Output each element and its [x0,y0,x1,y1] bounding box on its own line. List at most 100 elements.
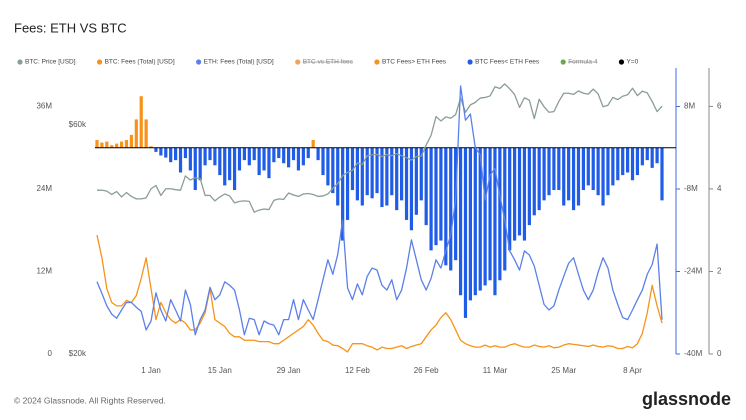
bar [439,147,443,241]
bar [429,147,433,251]
y-tick-label: 36M [36,102,52,111]
y2-tick-label: 8M [684,102,695,111]
bar [606,147,610,196]
legend-marker [467,59,473,65]
bar [414,147,418,215]
bar [591,147,595,191]
bar [478,147,482,291]
legend-label: BTC: Fees (Total) [USD] [105,59,175,66]
bar [198,147,202,181]
bar [115,143,119,148]
bar [404,147,409,220]
bar [552,147,556,191]
bar [444,147,448,266]
legend-label: BTC vs ETH fees [303,59,354,66]
chart-title: Fees: ETH VS BTC [14,20,127,35]
y-tick-label: 12M [36,267,52,276]
bar [640,147,644,166]
bar [557,147,561,191]
bar [174,147,178,161]
bar [365,147,369,196]
bar [262,147,266,171]
bar [635,147,640,176]
legend-marker [560,59,566,65]
bar [291,147,296,161]
bar [616,147,620,181]
bar [129,134,133,148]
line [96,234,663,353]
bar [100,142,104,148]
bar [188,147,192,171]
bar [449,147,453,271]
bar [232,147,237,191]
bar [517,147,522,236]
bar [542,147,546,201]
bar [562,147,566,206]
bar [621,147,625,176]
bar [380,147,384,208]
bar [223,147,227,186]
x-tick-label: 15 Jan [208,366,232,375]
legend-label: Formula 4 [568,59,598,66]
legend-label: BTC Fees< ETH Fees [475,59,540,66]
legend-label: BTC Fees> ETH Fees [382,59,447,66]
bar [360,147,364,206]
bar [316,147,320,161]
bar [247,147,251,166]
bar [95,140,99,148]
bar [134,119,138,148]
bar [400,147,404,201]
bar [355,147,359,201]
bar [493,147,497,296]
y-tick-label: 0 [48,349,53,358]
bar [350,147,355,191]
bar [468,147,472,301]
bar [611,147,615,186]
legend-marker [295,59,301,65]
bar [567,147,571,201]
bar [409,147,414,231]
y3-tick-label: $20k [69,349,87,358]
bar [139,96,143,148]
bar [375,147,379,194]
bar [601,147,605,206]
y-tick-label: 24M [36,184,52,193]
bar [626,147,630,173]
x-tick-label: 12 Feb [345,366,370,375]
legend-marker [618,59,625,65]
legend-marker [196,59,202,65]
bar [522,147,527,241]
legend-marker [96,59,103,65]
bar [581,147,585,191]
bar [463,147,468,318]
bar [218,147,222,176]
bar [660,147,664,201]
bar [586,147,590,186]
legend-label: ETH: Fees (Total) [USD] [204,59,274,66]
bar [257,147,261,176]
y4-tick-label: 4 [717,184,722,193]
bar [154,147,158,152]
y2-tick-label: -40M [684,349,703,358]
bar [252,147,256,161]
bar [178,147,183,173]
bar [527,147,531,226]
bar [321,147,325,176]
bar [498,147,502,281]
y4-tick-label: 6 [717,101,722,110]
bar [272,147,276,163]
bar [424,147,428,226]
line [96,85,663,336]
y2-tick-label: -8M [684,184,698,193]
bar [203,147,207,166]
bar [370,147,374,199]
bar [508,147,512,251]
bar [326,147,330,186]
line [97,83,663,213]
bar [159,147,163,156]
bar [213,147,217,166]
bar [390,147,394,196]
legend-label: Y=0 [626,59,638,66]
